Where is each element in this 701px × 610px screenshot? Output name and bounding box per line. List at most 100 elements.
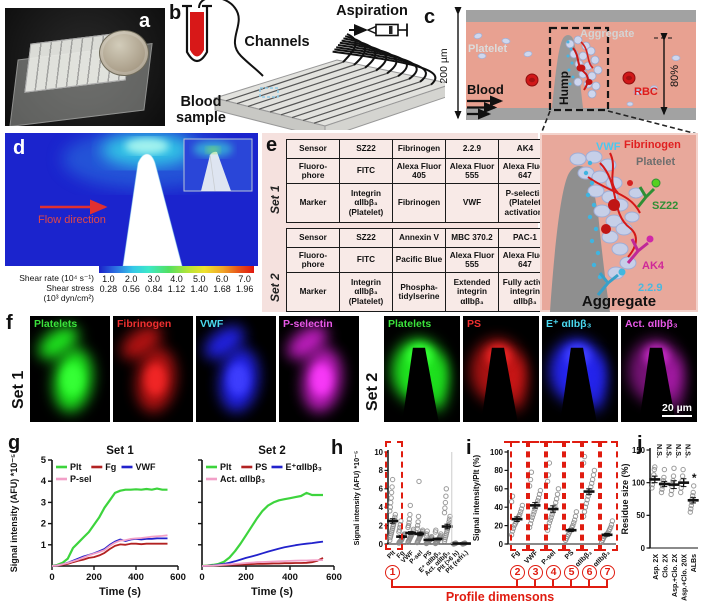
simulation-inset (183, 138, 253, 192)
svg-text:Fg: Fg (105, 462, 116, 472)
svg-text:Asp. 2X: Asp. 2X (653, 554, 660, 580)
svg-text:PS: PS (255, 462, 267, 472)
channel-label: Platelets (34, 318, 78, 330)
table-row-header: Fluoro-phore (286, 247, 340, 273)
svg-text:Asp.+Clo. 2X: Asp.+Clo. 2X (672, 554, 679, 597)
svg-text:Residue size (%): Residue size (%) (620, 463, 630, 534)
shear-stress-label: Shear stress (10³ dyn/cm²) (43, 283, 94, 303)
fluorescence-image: PS (463, 316, 539, 422)
svg-text:600: 600 (170, 572, 186, 583)
profile-bracket (391, 586, 608, 588)
set1-sensor-table: Sensor SZ22 Fibrinogen 2.2.9 AK4 Fluoro-phore… (286, 139, 552, 223)
svg-text:5: 5 (41, 455, 47, 466)
svg-text:0: 0 (379, 540, 384, 549)
colorbar-tick: 3.0 (147, 274, 161, 284)
svg-text:4: 4 (41, 476, 47, 487)
platelet-label: Platelet (468, 43, 507, 55)
svg-text:E⁺αIIbβ₃: E⁺αIIbβ₃ (286, 462, 322, 472)
free-platelets (473, 32, 681, 107)
series-Plt (201, 491, 323, 568)
height-measure-label: 200 µm (440, 48, 450, 83)
sz22-label: SZ22 (652, 200, 678, 212)
table-row-header: Sensor (286, 139, 340, 159)
channel-label: Fibrinogen (117, 318, 172, 330)
fluorescence-image: Act. αIIbβ₃ 20 µm (621, 316, 697, 422)
rbc-cells (525, 71, 636, 87)
tube-outline (185, 6, 209, 63)
svg-text:40: 40 (494, 503, 503, 512)
circled-number-7: 7 (600, 565, 615, 580)
table-cell: Integrin αIIbβ₃ (Platelet) (339, 183, 393, 223)
channels-label: Channels (244, 34, 309, 50)
table-cell: Extended integrin αIIbβ₃ (445, 272, 499, 312)
set2-sensor-table: Sensor SZ22 Annexin V MBC 370.2 PAC-1 Fluoro-… (286, 228, 552, 312)
colorbar-tick: 7.0 (238, 274, 251, 284)
sz22-antibody-icon (636, 186, 656, 208)
table-cell: Integrin αIIbβ₃ (Platelet) (339, 272, 393, 312)
circled-number-4: 4 (546, 565, 561, 580)
colorbar-gradient (99, 266, 254, 273)
svg-text:400: 400 (128, 572, 144, 583)
chip-channels (225, 61, 432, 124)
fibrinogen-label: Fibrinogen (624, 139, 681, 151)
svg-text:PS: PS (422, 549, 434, 561)
circled-number-6: 6 (582, 565, 597, 580)
colorbar-tick: 1.0 (102, 274, 115, 284)
shear-rate-label: Shear rate (10⁴ s⁻¹) (19, 273, 94, 283)
highlight-box-act (600, 441, 618, 551)
svg-text:ALBs: ALBs (691, 554, 698, 572)
svg-text:8: 8 (379, 466, 384, 475)
svg-text:Set 2: Set 2 (258, 445, 286, 457)
svg-text:Time (s): Time (s) (251, 586, 293, 598)
highlight-box-psel (546, 441, 564, 551)
svg-text:0: 0 (49, 572, 54, 583)
table-cell: Alexa Fluor 555 (445, 158, 499, 184)
table-cell: Pacific Blue (392, 247, 446, 273)
svg-text:Time (s): Time (s) (99, 586, 141, 598)
hump-geometry (122, 153, 183, 266)
colorbar-tick: 0.28 (99, 284, 118, 294)
highlight-box-plt (385, 441, 403, 550)
circled-number-1: 1 (385, 565, 400, 580)
table-cell: PAC-1 (498, 228, 552, 248)
chart-residue-size-scatter: 0 50 100 150 Asp. 2X N.S. Clo. 2X N.S. Asp.+Clo.… (618, 436, 701, 610)
panel-letter-a: a (139, 10, 151, 32)
table-row-header: Marker (286, 183, 340, 223)
chart-g_set1: 0 200 400 600 1 2 3 4 5 Set 1 Time (s) Signal inten… (9, 445, 186, 598)
svg-text:Act. αIIbβ₃: Act. αIIbβ₃ (220, 474, 265, 484)
svg-text:150: 150 (632, 446, 646, 455)
table-cell: Phospha-tidylserine (392, 272, 446, 312)
fluorescence-image: VWF (196, 316, 276, 422)
series-P-sel (51, 534, 168, 567)
rbc-label: RBC (634, 86, 658, 98)
colorbar-tick: 5.0 (192, 274, 206, 284)
svg-text:100: 100 (632, 478, 646, 487)
svg-text:N.S.: N.S. (674, 444, 683, 458)
table-cell: SZ22 (339, 228, 393, 248)
chart-set1-timecourse: 0 200 400 600 1 2 3 4 5 Set 1 Time (s) Signal inten… (6, 434, 186, 610)
chip-side-face (324, 85, 445, 130)
svg-text:Signal intensity (AFU) *10⁻⁵: Signal intensity (AFU) *10⁻⁵ (9, 454, 19, 573)
svg-text:PS: PS (564, 549, 576, 561)
clone229-label: 2.2.9 (638, 282, 662, 294)
table-cell: Alexa Fluor 555 (445, 247, 499, 273)
svg-text:Signal intensity (AFU) *10⁻⁵: Signal intensity (AFU) *10⁻⁵ (352, 451, 361, 546)
zoom-connector-lines (540, 110, 698, 135)
table-cell: Fibrinogen (392, 139, 446, 159)
zoom-region-box (548, 26, 610, 112)
table-cell: FITC (339, 158, 393, 184)
vwf-label: VWF (596, 141, 621, 153)
inlet-tubing (198, 0, 264, 77)
highlight-box-ps (564, 441, 582, 551)
profile-dimensions-caption: Profile dimensons (445, 590, 555, 604)
hump-label: Hump (557, 71, 571, 105)
blood-sample-label-2: sample (176, 110, 226, 126)
set2-image-label: Set 2 (364, 372, 381, 411)
svg-text:0: 0 (499, 540, 504, 549)
syringe-icon (366, 23, 408, 37)
colorbar-tick: 1.68 (213, 284, 231, 294)
panel-letter-h: h (331, 437, 344, 459)
chart-set2-timecourse: 0 200 400 600 Set 2 Time (s) Plt PS E⁺αIIbβ₃ Act.… (186, 434, 354, 610)
